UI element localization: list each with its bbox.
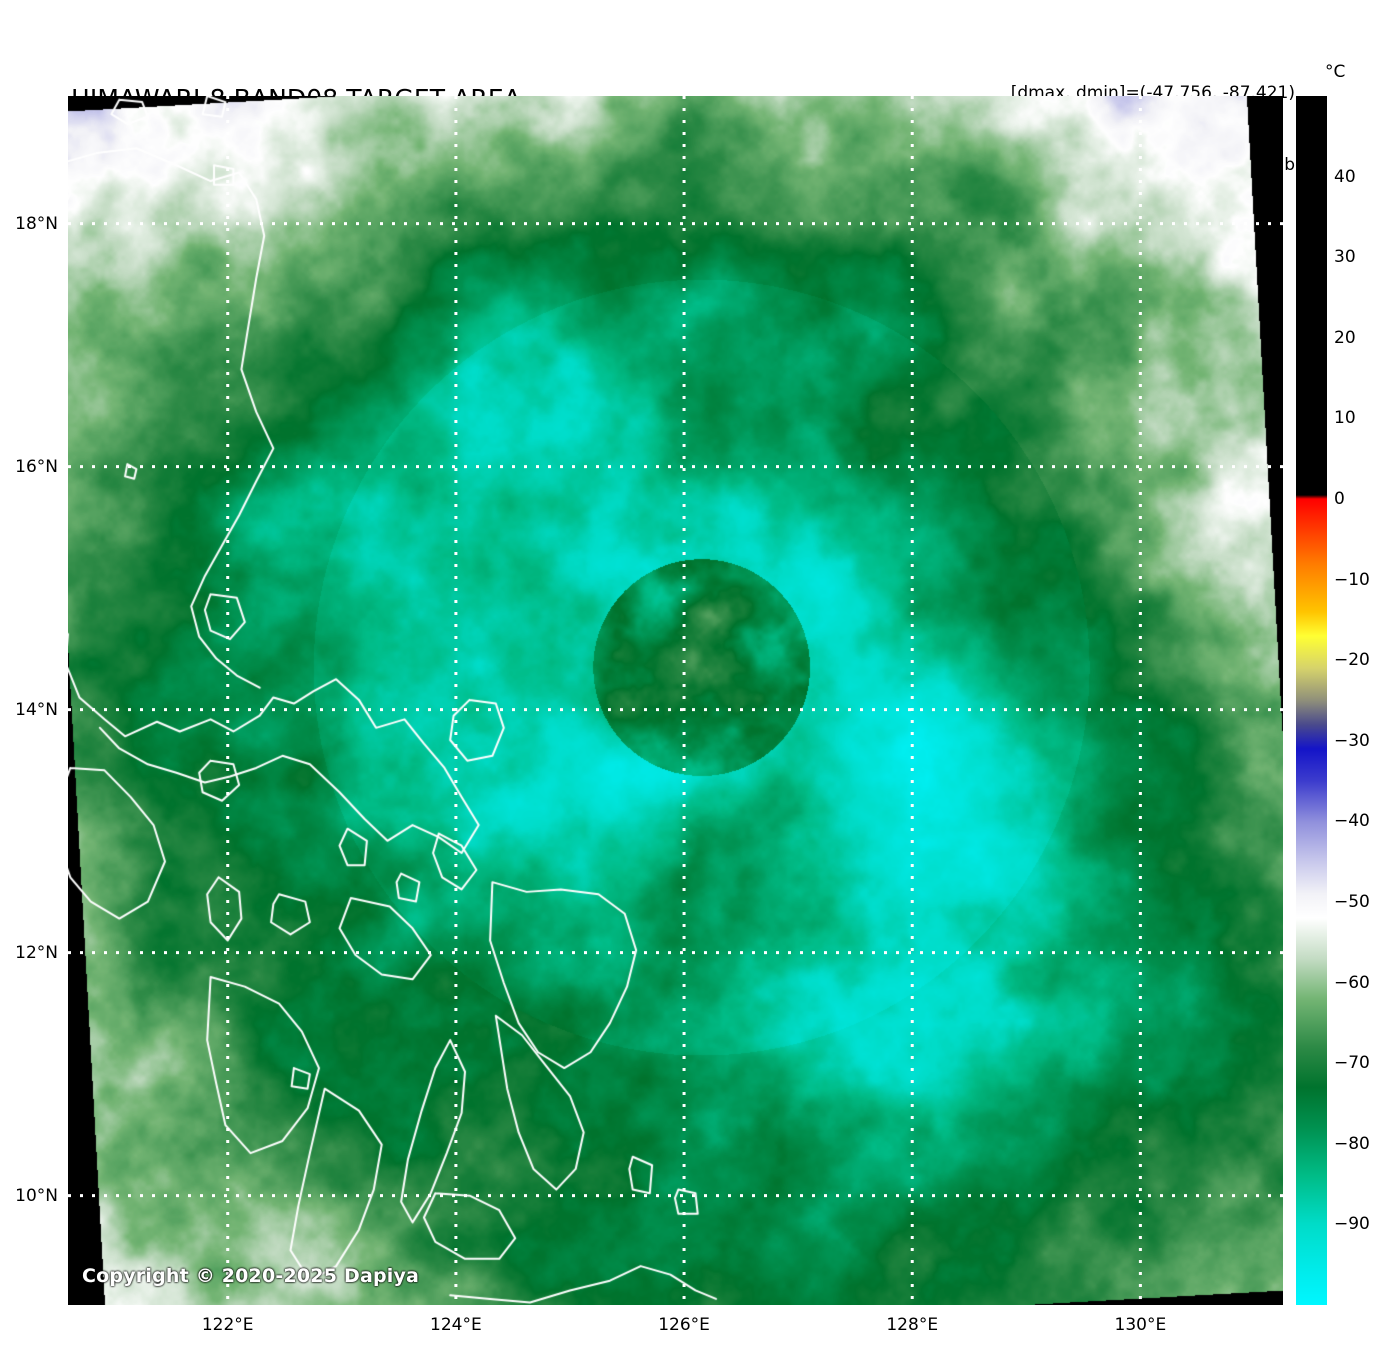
longitude-tick-label: 124°E (430, 1315, 482, 1335)
colorbar-tick-label: −50 (1334, 892, 1370, 912)
satellite-image-plot: Copyright © 2020-2025 Dapiya (68, 96, 1283, 1305)
latitude-tick-label: 16°N (15, 456, 58, 477)
longitude-tick-label: 130°E (1114, 1315, 1167, 1335)
colorbar-tick-label: −20 (1334, 650, 1370, 671)
temperature-colorbar (1296, 96, 1327, 1305)
colorbar-tick-label: 30 (1334, 247, 1356, 268)
colorbar-tick-label: −80 (1334, 1133, 1370, 1154)
colorbar-tick-label: 20 (1334, 327, 1356, 348)
colorbar-tick-label: 0 (1334, 489, 1345, 509)
satellite-brightness-temperature-raster (68, 96, 1283, 1305)
colorbar-tick-label: −60 (1334, 972, 1370, 993)
colorbar-tick-label: 40 (1334, 166, 1356, 187)
colorbar-tick-label: 10 (1334, 408, 1356, 429)
copyright-notice: Copyright © 2020-2025 Dapiya (82, 1265, 420, 1287)
colorbar-tick-label: −10 (1334, 569, 1370, 590)
colorbar-tick-label: −40 (1334, 811, 1370, 832)
latitude-tick-label: 10°N (15, 1185, 58, 1206)
colorbar-tick-label: −70 (1334, 1053, 1370, 1074)
latitude-tick-label: 12°N (15, 942, 58, 963)
longitude-tick-label: 122°E (201, 1315, 254, 1335)
colorbar-tick-label: −90 (1334, 1214, 1370, 1235)
colorbar-gradient (1296, 96, 1327, 1305)
colorbar-unit-label: °C (1325, 62, 1346, 82)
latitude-tick-label: 14°N (15, 699, 58, 720)
longitude-tick-label: 126°E (658, 1315, 710, 1335)
longitude-tick-label: 128°E (886, 1315, 939, 1335)
colorbar-tick-label: −30 (1334, 730, 1370, 751)
latitude-tick-label: 18°N (15, 213, 58, 234)
